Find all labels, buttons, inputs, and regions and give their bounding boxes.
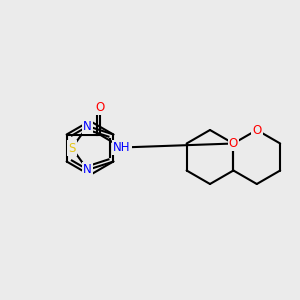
Text: O: O (252, 124, 261, 136)
Text: S: S (68, 142, 76, 154)
Text: O: O (229, 137, 238, 150)
Text: NH: NH (113, 141, 130, 154)
Text: O: O (95, 101, 104, 114)
Text: N: N (83, 120, 92, 133)
Text: N: N (83, 163, 92, 176)
